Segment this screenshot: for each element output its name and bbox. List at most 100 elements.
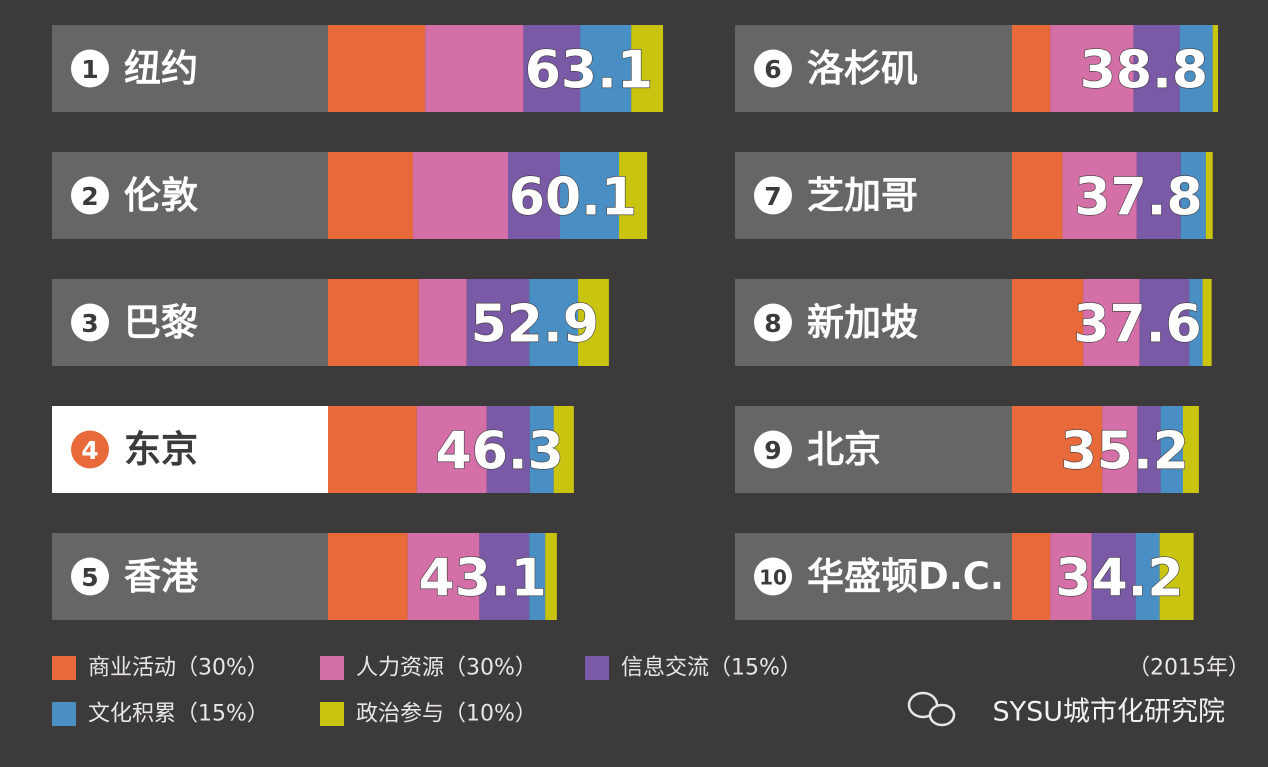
bar-segment (1135, 533, 1160, 620)
bar-segment (580, 25, 632, 112)
total-label: 43.1 (419, 549, 547, 609)
bar-segment (328, 152, 413, 239)
total-label: 38.8 (1080, 41, 1208, 101)
rank: 8 (764, 309, 781, 338)
rank-badge (71, 176, 109, 215)
bar-segment (1202, 279, 1212, 366)
bar-segment (508, 152, 561, 239)
total-label: 37.6 (1073, 295, 1201, 355)
bar-segment (523, 25, 581, 112)
total-label: 35.2 (1061, 422, 1189, 482)
legend-label: 信息交流（15%） (621, 656, 802, 681)
bar-segment (412, 152, 509, 239)
city-name: 洛杉矶 (807, 47, 918, 90)
bar-segment (1137, 406, 1161, 493)
bar-segment (425, 25, 524, 112)
total-label: 46.3 (436, 422, 564, 482)
rank-badge (754, 303, 792, 342)
legend-swatch (320, 702, 344, 726)
bar-segment (466, 279, 530, 366)
total-label: 34.2 (1055, 549, 1183, 609)
bar-segment (328, 533, 408, 620)
bar-segment (328, 279, 419, 366)
bar-segment (407, 533, 480, 620)
bar-segment (1205, 152, 1213, 239)
bar-segment (1062, 152, 1137, 239)
rank-badge (71, 303, 109, 342)
bar-segment (1133, 25, 1180, 112)
bar-segment (1050, 25, 1134, 112)
bar-segment (1139, 279, 1190, 366)
source: SYSU城市化研究院 (992, 697, 1225, 728)
bar-segment (578, 279, 609, 366)
rank: 10 (759, 566, 787, 590)
legend-swatch (52, 656, 76, 680)
rank-badge (71, 430, 109, 469)
rank-badge (754, 557, 792, 596)
bar-segment (416, 406, 487, 493)
city-name: 北京 (807, 428, 881, 471)
city-name: 新加坡 (807, 301, 918, 344)
legend-label: 商业活动（30%） (88, 656, 269, 681)
bar-segment (479, 533, 530, 620)
rank: 7 (764, 182, 781, 211)
bar-segment (1160, 406, 1183, 493)
rank-badge (71, 557, 109, 596)
bar-segment (545, 533, 557, 620)
rank: 9 (764, 436, 781, 465)
bar-segment (1179, 25, 1213, 112)
bar-segment (1012, 152, 1063, 239)
total-label: 37.8 (1074, 168, 1202, 228)
rank: 5 (81, 563, 98, 592)
bar-segment (618, 152, 648, 239)
city-name: 华盛顿D.C. (807, 555, 1004, 598)
rank: 3 (81, 309, 98, 338)
bar-segment (328, 406, 417, 493)
bar-segment (1012, 279, 1084, 366)
bar-segment (1189, 279, 1203, 366)
city-name: 纽约 (124, 47, 198, 90)
bar-segment (1136, 152, 1181, 239)
bar-segment (553, 406, 574, 493)
bar-segment (529, 406, 554, 493)
bar-segment (1083, 279, 1140, 366)
bar-segment (1212, 25, 1219, 112)
rank: 1 (81, 55, 98, 84)
bar-segment (1050, 533, 1092, 620)
rank-badge (754, 430, 792, 469)
bar-segment (1159, 533, 1194, 620)
rank: 4 (81, 436, 98, 465)
bar-segment (631, 25, 664, 112)
bar-segment (560, 152, 619, 239)
rank: 2 (81, 182, 98, 211)
total-label: 63.1 (525, 41, 653, 101)
rank: 6 (764, 55, 781, 84)
city-name: 伦敦 (124, 174, 198, 217)
bar-segment (529, 533, 546, 620)
bar-segment (1180, 152, 1206, 239)
total-label: 52.9 (471, 295, 599, 355)
rank-badge (754, 176, 792, 215)
legend-label: 政治参与（10%） (356, 702, 537, 727)
city-name: 巴黎 (124, 301, 198, 344)
rank-badge (754, 49, 792, 88)
legend-swatch (585, 656, 609, 680)
year-note: （2015年） (1128, 656, 1250, 681)
bar-segment (1091, 533, 1136, 620)
legend-swatch (52, 702, 76, 726)
bar-segment (1102, 406, 1138, 493)
city-name: 芝加哥 (807, 174, 918, 217)
legend-label: 文化积累（15%） (88, 702, 269, 727)
bar-segment (418, 279, 467, 366)
bar-segment (529, 279, 579, 366)
bar-segment (486, 406, 530, 493)
city-name: 东京 (124, 428, 198, 471)
legend-swatch (320, 656, 344, 680)
bar-segment (1012, 533, 1051, 620)
bar-segment (1012, 406, 1103, 493)
wechat-icon (907, 691, 956, 727)
bar-segment (328, 25, 426, 112)
